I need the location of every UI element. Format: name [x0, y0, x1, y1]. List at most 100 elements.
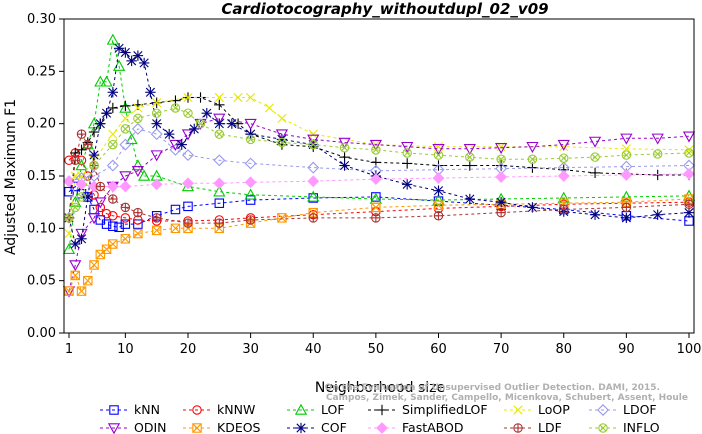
data-point-cof	[88, 149, 100, 161]
data-point-loop	[684, 145, 694, 155]
data-point-lof	[119, 101, 132, 113]
data-point-inflo	[89, 160, 99, 171]
data-point-inflo	[170, 103, 181, 113]
series-layer	[62, 33, 696, 298]
data-point-ldf	[496, 207, 506, 218]
data-point-inflo	[339, 142, 350, 153]
data-point-simplifiedlof	[464, 160, 476, 171]
data-point-kdeos	[120, 234, 131, 244]
legend-item-fastabod: FastABOD	[368, 420, 464, 434]
data-point-odin	[682, 131, 696, 143]
data-point-inflo	[308, 139, 318, 150]
legend-marker-fastabod	[376, 422, 388, 434]
axes: 0.00 0.05 0.10 0.15 0.20 0.25 0.30 1 10 20 30 40 50 6…	[27, 12, 701, 357]
data-point-lof	[138, 169, 151, 181]
data-point-cof	[433, 185, 444, 196]
legend-label: kNNW	[217, 402, 255, 417]
series-inflo	[64, 103, 694, 223]
data-point-kdeos	[371, 202, 381, 213]
legend-label: KDEOS	[217, 420, 261, 434]
data-point-odin	[307, 134, 320, 146]
x-tick-label: 40	[305, 342, 322, 357]
data-point-simplifiedlof	[107, 102, 119, 114]
data-point-loop	[133, 103, 143, 113]
data-point-odin	[588, 136, 602, 148]
data-point-ldf	[433, 211, 444, 221]
data-point-kdeos	[95, 249, 106, 260]
data-point-inflo	[371, 145, 381, 155]
y-tick-label: 0.25	[27, 64, 56, 79]
x-axis-label: Neighborhood size	[315, 380, 445, 396]
legend-label: INFLO	[623, 420, 660, 434]
data-point-knn	[308, 193, 318, 203]
data-point-fastabod	[620, 169, 633, 181]
data-point-ldf	[120, 202, 131, 213]
series-kdeos	[64, 194, 694, 296]
y-tick-label: 0.15	[27, 169, 56, 184]
data-point-kdeos	[70, 270, 81, 281]
data-point-cof	[138, 57, 150, 69]
data-point-knn	[114, 222, 124, 233]
data-point-odin	[131, 166, 145, 178]
data-point-inflo	[590, 152, 600, 162]
data-point-simplifiedlof	[214, 99, 225, 111]
series-line-lof	[68, 39, 690, 250]
data-point-ldf	[83, 139, 93, 150]
data-point-odin	[432, 144, 445, 156]
data-point-knn	[120, 219, 131, 229]
data-point-inflo	[465, 152, 475, 162]
data-point-lof	[106, 33, 119, 45]
legend-item-ldof: LDOF	[589, 402, 657, 417]
credit-line-2: On the Evaluation of Unsupervised Outlie…	[325, 383, 660, 393]
data-point-odin	[244, 118, 257, 131]
data-point-inflo	[652, 149, 663, 159]
data-point-cof	[76, 233, 87, 244]
data-point-knnw	[120, 213, 131, 223]
data-point-odin	[75, 228, 88, 240]
data-point-cof	[683, 207, 695, 218]
data-point-ldof	[307, 161, 320, 174]
data-point-kdeos	[277, 213, 287, 223]
data-point-ldf	[621, 202, 632, 213]
legend-marker-cof	[295, 422, 307, 434]
x-tick-label: 10	[117, 342, 134, 357]
legend-item-inflo: INFLO	[589, 420, 660, 434]
data-point-cof	[145, 87, 156, 98]
y-tick-label: 0.30	[27, 12, 56, 27]
legend-marker-ldf	[513, 423, 523, 433]
data-point-odin	[275, 129, 289, 141]
data-point-odin	[119, 171, 132, 183]
legend-label: LDOF	[623, 402, 657, 417]
data-point-ldof	[182, 149, 194, 162]
data-point-knn	[101, 219, 112, 229]
data-point-kdeos	[89, 260, 99, 270]
data-point-simplifiedlof	[652, 169, 663, 181]
legend-label: FastABOD	[402, 420, 464, 434]
chart-title: Cardiotocography_withoutdupl_02_v09	[221, 0, 548, 18]
data-point-fastabod	[307, 175, 320, 188]
legend-label: LoOP	[538, 402, 570, 417]
legend-marker-ldof	[597, 404, 609, 416]
data-point-ldf	[308, 213, 318, 223]
data-point-odin	[338, 137, 351, 149]
data-point-cof	[495, 196, 507, 208]
data-point-loop	[246, 92, 256, 103]
data-point-kdeos	[170, 223, 181, 234]
data-point-lof	[432, 193, 445, 205]
data-point-simplifiedlof	[589, 167, 601, 179]
data-point-ldf	[214, 218, 225, 228]
series-ldf	[64, 129, 694, 228]
data-point-cof	[589, 209, 601, 220]
data-point-lof	[131, 159, 145, 171]
data-point-inflo	[621, 150, 632, 160]
data-point-ldf	[558, 204, 569, 215]
data-point-fastabod	[369, 173, 382, 186]
data-point-lof	[94, 75, 107, 87]
data-point-odin	[651, 133, 664, 145]
data-point-fastabod	[182, 177, 194, 190]
data-point-odin	[94, 197, 107, 209]
data-point-loop	[76, 171, 87, 181]
data-point-inflo	[684, 148, 694, 158]
legend-marker-lof	[294, 403, 308, 415]
data-point-loop	[108, 129, 118, 139]
